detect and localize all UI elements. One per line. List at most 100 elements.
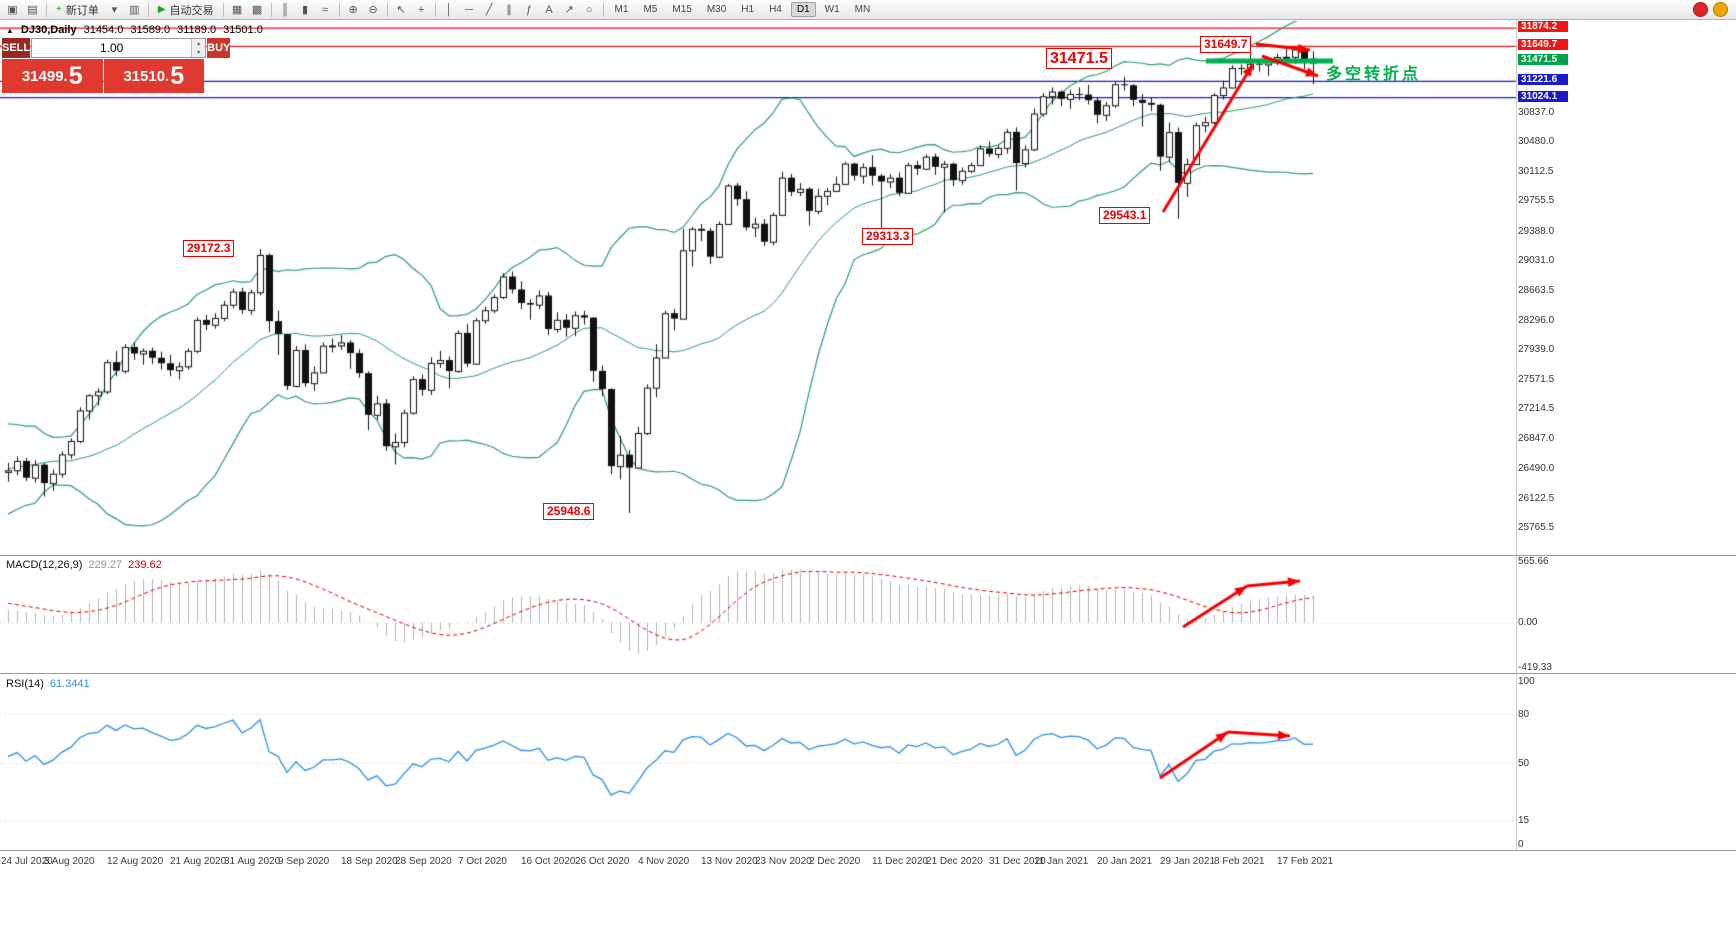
price-axis-label: 29031.0 [1518, 254, 1555, 266]
timeframe-m1-button[interactable]: M1 [614, 4, 629, 15]
sell-price-tile[interactable]: 31499. 5 [2, 59, 103, 93]
toolbar-separator [46, 2, 47, 17]
price-axis-label: 29755.5 [1518, 195, 1555, 207]
date-axis-label: 4 Nov 2020 [638, 856, 690, 867]
date-axis-label: 9 Sep 2020 [278, 856, 330, 867]
crosshair-icon[interactable]: + [417, 3, 425, 16]
zoom-out-icon[interactable]: ⊖ [368, 4, 378, 16]
buy-price-tile[interactable]: 31510. 5 [103, 59, 204, 93]
line-chart-icon[interactable]: ≈ [322, 3, 329, 16]
timeframe-m30-button[interactable]: M30 [706, 4, 727, 15]
autotrading-button[interactable]: ▶ 自动交易 [153, 2, 219, 18]
autotrading-icon: ▶ [157, 4, 166, 15]
date-axis-label: 21 Dec 2020 [926, 856, 983, 867]
equidistant-channel-icon[interactable]: ∥ [506, 4, 512, 16]
timeframe-mn-button[interactable]: MN [854, 4, 871, 15]
timeframe-w1-button[interactable]: W1 [824, 4, 840, 15]
vertical-line-icon[interactable]: │ [445, 3, 453, 16]
date-axis-label: 8 Feb 2021 [1214, 856, 1265, 867]
price-annotation[interactable]: 29313.3 [862, 228, 914, 245]
price-annotation[interactable]: 31471.5 [1046, 48, 1112, 69]
price-annotation[interactable]: 29543.1 [1099, 207, 1151, 224]
timeframe-m15-button[interactable]: M15 [672, 4, 692, 15]
chart-profiles-icon[interactable]: ▤ [27, 4, 38, 16]
date-axis-label: 28 Sep 2020 [395, 856, 452, 867]
turning-point-label[interactable]: 多空转折点 [1326, 66, 1422, 83]
tile-windows-icon[interactable]: ▦ [231, 4, 243, 16]
sell-button[interactable]: SELL [2, 38, 31, 58]
price-axis-label: 25765.5 [1518, 521, 1555, 533]
red-circle-icon[interactable] [1693, 2, 1708, 17]
fibonacci-icon[interactable]: ƒ [525, 3, 533, 16]
date-axis-label: 12 Aug 2020 [107, 856, 164, 867]
date-axis-label: 13 Nov 2020 [701, 856, 758, 867]
volume-increase-button[interactable]: ▴ [197, 41, 201, 47]
trade-panel-toggle-icon[interactable]: ▲ [6, 25, 14, 35]
rsi-panel-separator[interactable] [0, 673, 1736, 674]
text-label-icon[interactable]: A [545, 3, 553, 16]
toolbar-separator [602, 2, 604, 17]
buy-button[interactable]: BUY [207, 38, 231, 58]
ohlc-low-value: 31189.0 [177, 24, 217, 36]
date-axis-label: 23 Nov 2020 [755, 856, 812, 867]
rsi-axis-label: 0 [1518, 839, 1524, 850]
volume-decrease-button[interactable]: ▾ [197, 50, 201, 56]
sell-price-big-digit: 5 [68, 61, 83, 90]
symbol-timeframe-label: DJ30,Daily [20, 24, 77, 36]
macd-panel-separator[interactable] [0, 555, 1736, 556]
ohlc-close-value: 31501.0 [223, 24, 263, 36]
yellow-circle-icon[interactable] [1713, 2, 1728, 17]
price-annotation[interactable]: 29172.3 [183, 240, 235, 257]
timeframe-d1-button[interactable]: D1 [790, 2, 816, 17]
shapes-icon[interactable]: ○ [585, 3, 593, 16]
toolbar-separator [147, 2, 149, 17]
price-annotation[interactable]: 31649.7 [1200, 36, 1252, 53]
price-annotation[interactable]: 25948.6 [543, 503, 595, 520]
price-axis-label: 26847.0 [1518, 433, 1555, 445]
new-order-button[interactable]: + 新订单 [51, 2, 104, 18]
price-axis-label: 26490.0 [1518, 462, 1555, 474]
arrow-tools-icon[interactable]: ↗ [564, 4, 574, 16]
date-axis-label: 21 Aug 2020 [170, 856, 227, 867]
price-axis-label: 27571.5 [1518, 374, 1555, 386]
price-axis-label: 29388.0 [1518, 225, 1555, 237]
macd-value: 229.27 [88, 559, 123, 571]
rsi-axis-label: 100 [1518, 676, 1535, 687]
date-axis-label: 31 Dec 2020 [989, 856, 1046, 867]
buy-price-base: 31510. [123, 67, 170, 85]
volume-spinner: ▴ ▾ [191, 39, 206, 57]
price-axis-label: 28663.5 [1518, 284, 1555, 296]
price-axis-label: 30480.0 [1518, 136, 1555, 148]
macd-signal-value: 239.62 [128, 559, 162, 571]
rsi-header: RSI(14) 61.3441 [6, 678, 90, 690]
date-axis-label: 11 Dec 2020 [872, 856, 928, 867]
date-axis-label: 7 Oct 2020 [458, 856, 507, 867]
new-chart-icon[interactable]: ▣ [7, 4, 18, 16]
date-axis-separator [0, 850, 1736, 851]
volume-field: ▴ ▾ [31, 38, 207, 58]
new-order-button-label: 新订单 [65, 4, 99, 17]
cascade-windows-icon[interactable]: ▩ [251, 4, 263, 16]
volume-input[interactable] [32, 39, 192, 57]
date-axis-label: 18 Sep 2020 [341, 856, 398, 867]
toolbar-separator [386, 2, 388, 17]
timeframe-m5-button[interactable]: M5 [643, 4, 658, 15]
horizontal-line-icon[interactable]: ─ [465, 3, 473, 16]
macd-axis-label: 565.66 [1518, 556, 1549, 567]
date-axis-label: 11 Jan 2021 [1034, 856, 1089, 867]
date-axis-label: 26 Oct 2020 [575, 856, 630, 867]
trendline-icon[interactable]: ╱ [485, 4, 493, 16]
zoom-in-icon[interactable]: ⊕ [348, 4, 358, 16]
toolbar-right-icons [1693, 2, 1728, 17]
macd-header: MACD(12,26,9) 229.27 239.62 [6, 559, 162, 571]
indicators-icon[interactable]: ▥ [129, 4, 140, 16]
timeframe-h1-button[interactable]: H1 [741, 4, 755, 15]
cursor-icon[interactable]: ↖ [396, 4, 406, 16]
toolbar-separator [270, 2, 272, 17]
one-click-trading-panel: SELL ▴ ▾ BUY 31499. 5 31510. 5 [2, 38, 231, 93]
timeframe-h4-button[interactable]: H4 [769, 4, 782, 15]
caret-down-icon[interactable]: ▾ [111, 4, 118, 16]
bar-chart-icon[interactable]: ║ [281, 3, 289, 16]
candlestick-chart-icon[interactable]: ▮ [302, 4, 309, 16]
